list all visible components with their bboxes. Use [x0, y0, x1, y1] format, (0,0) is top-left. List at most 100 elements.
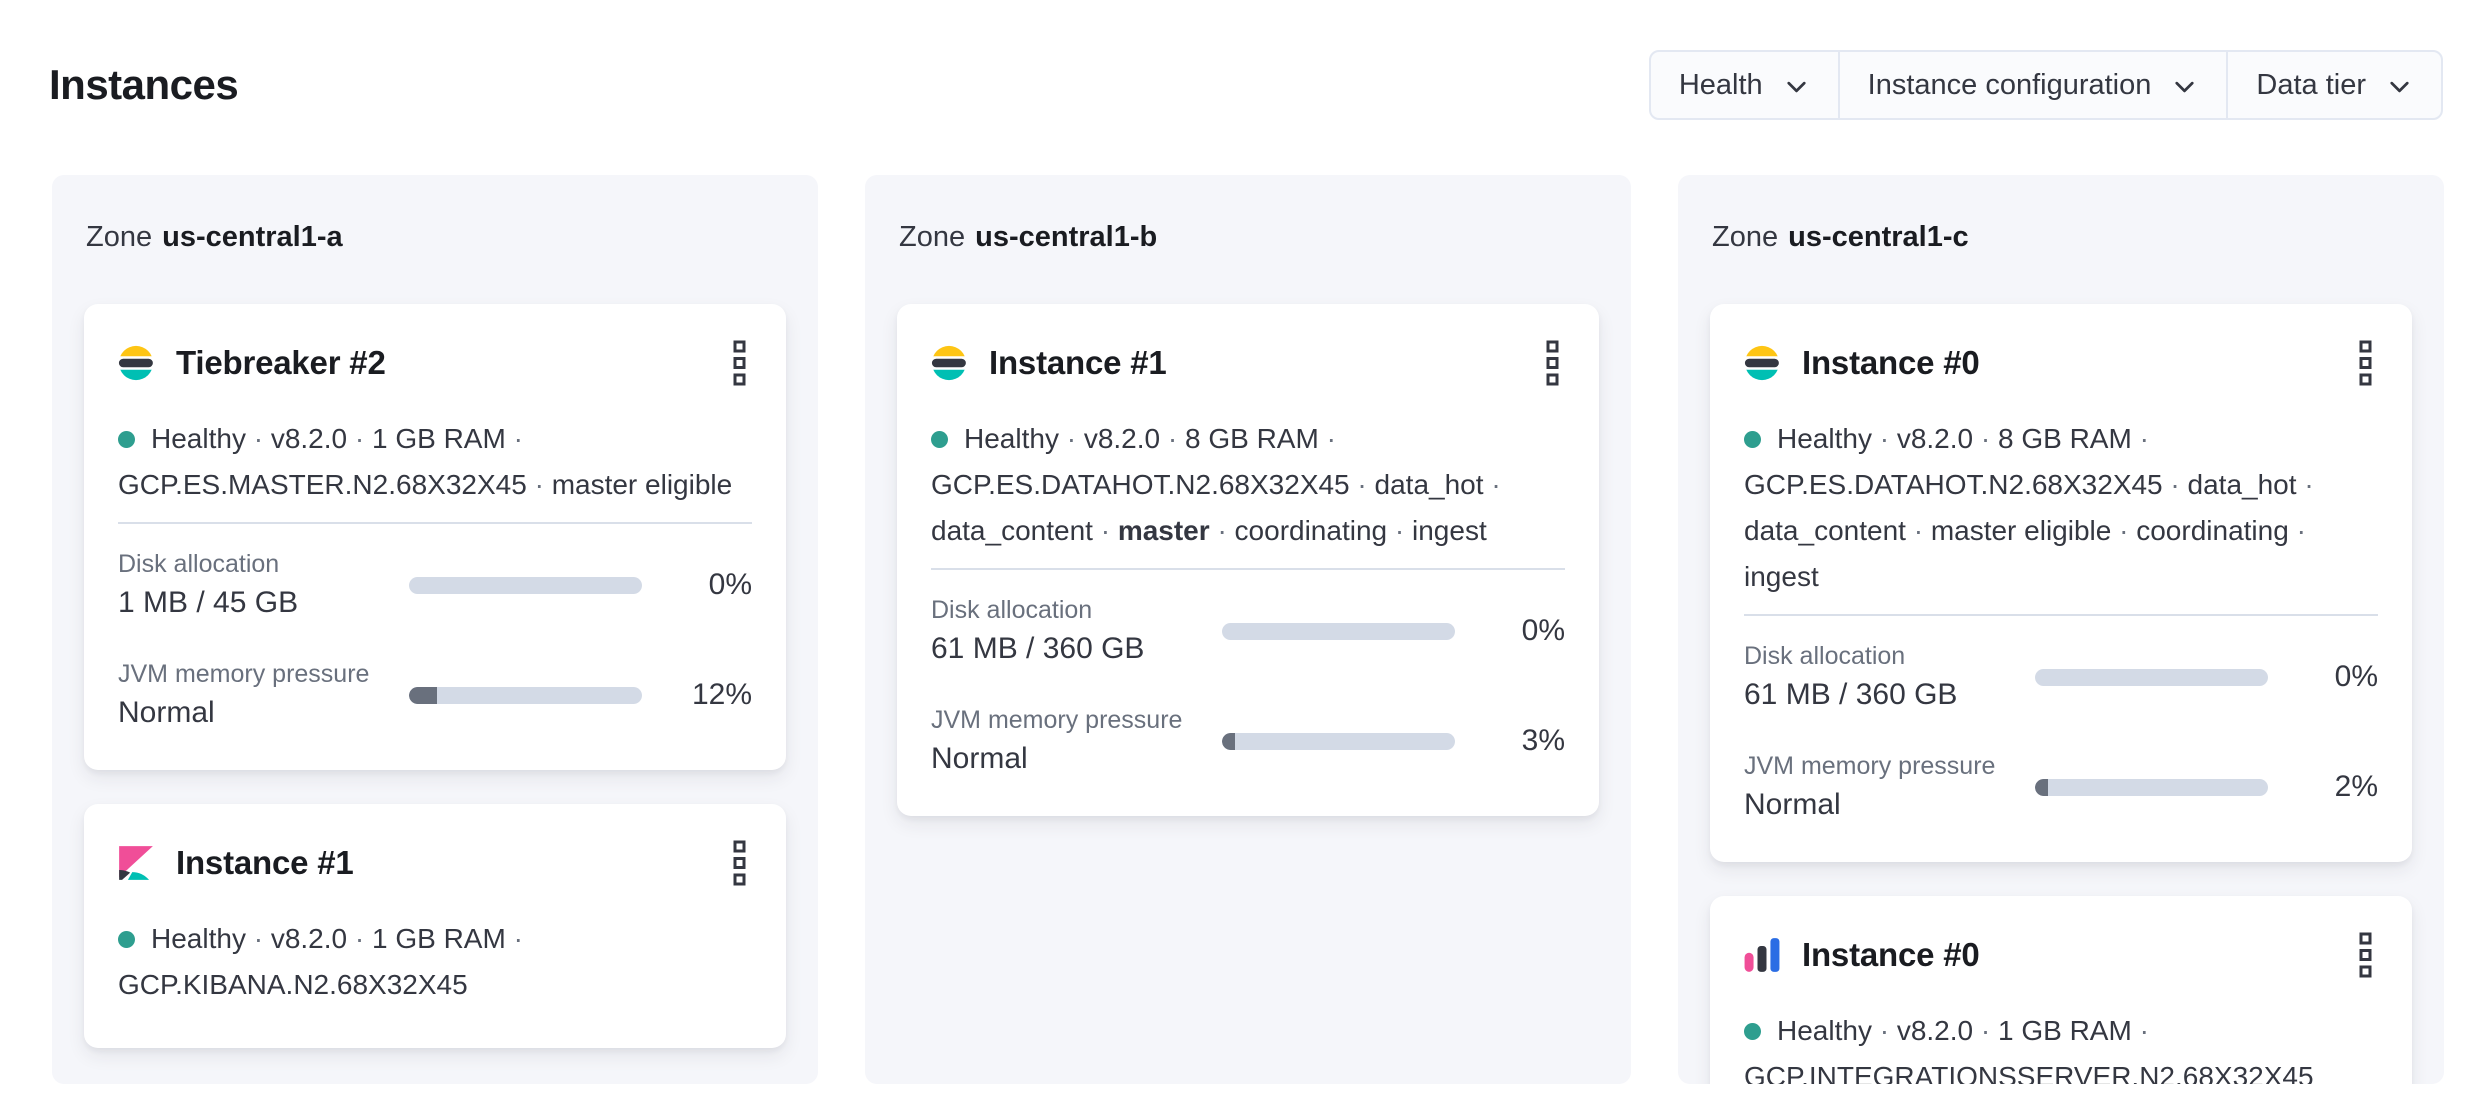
instance-card: Instance #0 Healthy · v8.2.0 · 8 GB RAM …: [1710, 304, 2412, 862]
metrics-block: Disk allocation 61 MB / 360 GB 0% JVM me…: [1744, 642, 2378, 822]
metric-progress-bar: [1222, 622, 1455, 640]
zone-label: Zone: [1712, 221, 1779, 253]
metrics-block: Disk allocation 61 MB / 360 GB 0% JVM me…: [931, 596, 1565, 776]
filter-data-tier-button[interactable]: Data tier: [2226, 52, 2441, 118]
instance-menu-kebab-button[interactable]: [2353, 338, 2378, 388]
instance-status-line: GCP.ES.DATAHOT.N2.68X32X45 · data_hot ·: [1744, 469, 2314, 500]
metric-row: JVM memory pressure Normal 12%: [118, 660, 752, 730]
instance-status-line: GCP.ES.MASTER.N2.68X32X45 · master eligi…: [118, 469, 733, 500]
metric-percent: 12%: [691, 678, 752, 711]
metric-percent: 0%: [2334, 660, 2378, 693]
card-divider: [1744, 614, 2378, 616]
filter-data-tier-label: Data tier: [2256, 68, 2366, 101]
card-divider: [118, 522, 752, 524]
zone-label: Zone: [899, 221, 966, 253]
metric-info: Disk allocation 61 MB / 360 GB: [931, 596, 1222, 666]
chevron-down-icon: [1783, 73, 1810, 100]
instance-status-line: data_content · master eligible · coordin…: [1744, 515, 2306, 592]
status-lines: Healthy · v8.2.0 · 8 GB RAM · GCP.ES.DATA…: [1744, 416, 2378, 600]
instance-menu-kebab-button[interactable]: [1540, 338, 1565, 388]
kebab-menu-icon: [733, 840, 746, 886]
instance-status-line: Healthy · v8.2.0 · 1 GB RAM ·: [118, 916, 752, 962]
metric-percent: 3%: [1521, 724, 1565, 757]
metric-progress-fill: [2035, 778, 2048, 796]
instance-card-header: Tiebreaker #2: [118, 338, 752, 388]
metric-label: JVM memory pressure: [118, 660, 370, 688]
filter-group: Health Instance configuration Data tier: [1648, 50, 2443, 120]
instance-card-header: Instance #0: [1744, 338, 2378, 388]
page-title: Instances: [49, 61, 239, 108]
metric-progress-bar: [409, 686, 642, 704]
instance-status-line: GCP.INTEGRATIONSSERVER.N2.68X32X45: [1744, 1061, 2314, 1084]
zone-panel: Zone us-central1-a Tiebreaker #2 Healthy …: [52, 175, 818, 1084]
instance-card: Instance #0 Healthy · v8.2.0 · 1 GB RAM …: [1710, 896, 2412, 1084]
metric-info: Disk allocation 61 MB / 360 GB: [1744, 642, 2035, 712]
zone-name: us-central1-c: [1788, 221, 1969, 253]
metric-label: JVM memory pressure: [931, 706, 1183, 734]
metric-progress-bar: [2035, 668, 2268, 686]
metric-value: 61 MB / 360 GB: [1744, 678, 1958, 711]
instance-card: Instance #1 Healthy · v8.2.0 · 8 GB RAM …: [897, 304, 1599, 816]
zone-name: us-central1-a: [162, 221, 343, 253]
instance-menu-kebab-button[interactable]: [727, 338, 752, 388]
zone-panel: Zone us-central1-c Instance #0 Healthy · …: [1678, 175, 2444, 1084]
metric-info: JVM memory pressure Normal: [118, 660, 409, 730]
status-lines: Healthy · v8.2.0 · 1 GB RAM · GCP.INTEGRA…: [1744, 1008, 2378, 1084]
page-header: Instances Health Instance configuration …: [0, 0, 2490, 120]
instance-card-header: Instance #1: [931, 338, 1565, 388]
metric-progress-fill: [409, 686, 437, 704]
filter-instance-configuration-label: Instance configuration: [1867, 68, 2152, 101]
metric-value: Normal: [118, 696, 215, 729]
status-lines: Healthy · v8.2.0 · 8 GB RAM · GCP.ES.DATA…: [931, 416, 1565, 554]
status-lines: Healthy · v8.2.0 · 1 GB RAM · GCP.KIBANA.…: [118, 916, 752, 1008]
elasticsearch-logo-icon: [931, 345, 967, 381]
instance-status-line: Healthy · v8.2.0 · 1 GB RAM ·: [118, 416, 752, 462]
zone-cards: Instance #0 Healthy · v8.2.0 · 8 GB RAM …: [1710, 304, 2412, 1084]
instance-title: Tiebreaker #2: [176, 344, 386, 381]
instance-status-line: GCP.ES.DATAHOT.N2.68X32X45 · data_hot ·: [931, 469, 1501, 500]
metric-percent: 2%: [2334, 770, 2378, 803]
metric-value: 1 MB / 45 GB: [118, 586, 299, 619]
zone-cards: Tiebreaker #2 Healthy · v8.2.0 · 1 GB RA…: [84, 304, 786, 1048]
metric-label: Disk allocation: [118, 550, 280, 578]
metric-label: Disk allocation: [931, 596, 1093, 624]
zone-panel: Zone us-central1-b Instance #1 Healthy · …: [865, 175, 1631, 1084]
zone-header: Zone us-central1-a: [86, 221, 784, 254]
kibana-logo-icon: [118, 845, 154, 881]
instance-title: Instance #1: [989, 344, 1167, 381]
metric-info: JVM memory pressure Normal: [1744, 752, 2035, 822]
status-lines: Healthy · v8.2.0 · 1 GB RAM · GCP.ES.MAST…: [118, 416, 752, 508]
metric-value: Normal: [931, 742, 1028, 775]
zone-label: Zone: [86, 221, 153, 253]
metric-row: Disk allocation 61 MB / 360 GB 0%: [1744, 642, 2378, 712]
chevron-down-icon: [2171, 73, 2198, 100]
kebab-menu-icon: [2359, 340, 2372, 386]
instance-status-line: Healthy · v8.2.0 · 1 GB RAM ·: [1744, 1008, 2378, 1054]
metric-row: JVM memory pressure Normal 3%: [931, 706, 1565, 776]
health-status-dot: [1744, 431, 1761, 448]
metric-row: JVM memory pressure Normal 2%: [1744, 752, 2378, 822]
instance-menu-kebab-button[interactable]: [727, 838, 752, 888]
instance-card: Tiebreaker #2 Healthy · v8.2.0 · 1 GB RA…: [84, 304, 786, 770]
filter-instance-configuration-button[interactable]: Instance configuration: [1837, 52, 2227, 118]
metrics-block: Disk allocation 1 MB / 45 GB 0% JVM memo…: [118, 550, 752, 730]
metric-value: 61 MB / 360 GB: [931, 632, 1145, 665]
integrations-server-logo-icon: [1744, 937, 1780, 973]
zone-header: Zone us-central1-c: [1712, 221, 2410, 254]
elasticsearch-logo-icon: [118, 345, 154, 381]
zone-name: us-central1-b: [975, 221, 1158, 253]
instance-menu-kebab-button[interactable]: [2353, 930, 2378, 980]
health-status-dot: [1744, 1023, 1761, 1040]
health-status-dot: [118, 431, 135, 448]
instance-title: Instance #0: [1802, 344, 1980, 381]
instance-title: Instance #1: [176, 844, 354, 881]
filter-health-button[interactable]: Health: [1651, 52, 1838, 118]
instance-status-line: GCP.KIBANA.N2.68X32X45: [118, 969, 468, 1000]
instance-card-header: Instance #1: [118, 838, 752, 888]
metric-progress-bar: [409, 576, 642, 594]
kebab-menu-icon: [2359, 932, 2372, 978]
metric-value: Normal: [1744, 788, 1841, 821]
instance-title: Instance #0: [1802, 936, 1980, 973]
metric-info: Disk allocation 1 MB / 45 GB: [118, 550, 409, 620]
health-status-dot: [931, 431, 948, 448]
